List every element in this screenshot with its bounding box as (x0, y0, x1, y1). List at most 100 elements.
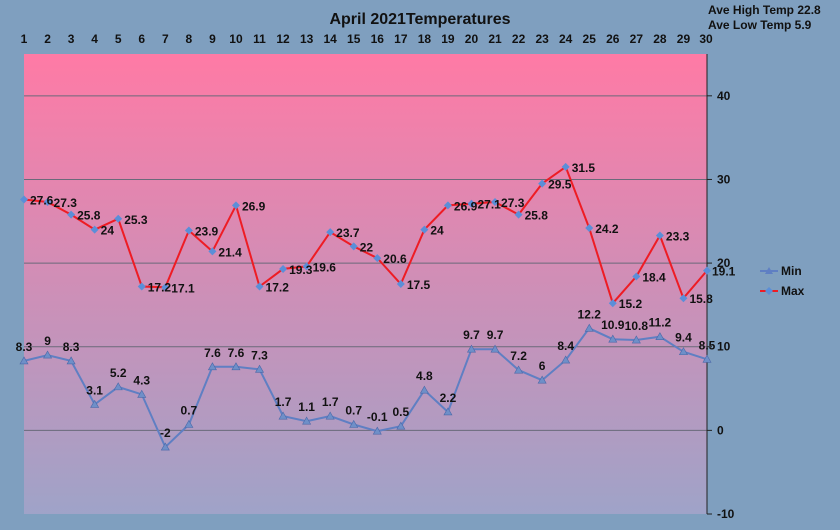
data-label-max: 27.3 (54, 196, 78, 210)
legend-marker-max (765, 287, 773, 295)
x-tick-label: 24 (559, 32, 573, 46)
data-label-min: -2 (160, 426, 171, 440)
x-tick-label: 2 (44, 32, 51, 46)
gridlines (24, 95, 707, 431)
data-point-min (443, 407, 453, 416)
data-label-min: 7.6 (228, 346, 245, 360)
legend: Min Max (760, 264, 805, 298)
x-tick-label: 8 (186, 32, 193, 46)
data-point-max (302, 262, 311, 271)
x-tick-label: 21 (488, 32, 502, 46)
data-point-max (585, 223, 594, 232)
data-label-max: 29.5 (548, 178, 572, 192)
data-point-max (208, 247, 217, 256)
data-point-min (702, 354, 712, 363)
data-label-max: 20.6 (383, 252, 407, 266)
data-point-min (90, 399, 100, 408)
data-label-min: 9.4 (675, 331, 692, 345)
data-point-max (279, 264, 288, 273)
x-tick-label: 29 (677, 32, 691, 46)
data-label-min: 12.2 (578, 307, 602, 321)
y-tick-label: 30 (717, 172, 731, 186)
data-label-max: 17.1 (171, 281, 195, 295)
data-label-min: 1.7 (322, 395, 339, 409)
data-label-max: 26.9 (454, 199, 478, 213)
x-tick-label: 13 (300, 32, 314, 46)
data-label-max: 27.6 (30, 194, 54, 208)
data-point-min (43, 350, 53, 359)
data-label-max: 17.5 (407, 278, 431, 292)
x-tick-label: 27 (630, 32, 644, 46)
y-axis-ticks: -10 0 10 20 30 40 (707, 89, 735, 521)
data-label-min: 8.3 (16, 340, 33, 354)
data-label-max: 19.3 (289, 263, 313, 277)
data-label-min: 7.2 (510, 349, 527, 363)
data-label-max: 21.4 (218, 245, 242, 259)
series-line-min (23, 327, 708, 449)
x-tick-label: 5 (115, 32, 122, 46)
data-point-min (137, 389, 147, 398)
y-tick-label: -10 (717, 507, 735, 521)
chart-title: April 2021Temperatures (329, 11, 510, 28)
data-point-max (43, 198, 52, 207)
data-label-max: 23.7 (336, 226, 360, 240)
y-tick-label: 20 (717, 256, 731, 270)
data-label-max: 23.3 (666, 229, 690, 243)
data-label-max: 26.9 (242, 199, 266, 213)
data-point-max (373, 254, 382, 263)
data-label-min: 9 (44, 334, 51, 348)
data-point-min (631, 335, 641, 344)
x-tick-label: 3 (68, 32, 75, 46)
data-label-min: 0.7 (181, 404, 198, 418)
data-label-max: 24 (101, 224, 115, 238)
data-point-min (184, 419, 194, 428)
data-point-max (114, 214, 123, 223)
data-point-min (349, 419, 359, 428)
x-tick-label: 14 (323, 32, 337, 46)
data-label-max: 25.3 (124, 213, 148, 227)
data-label-max: 25.8 (77, 209, 101, 223)
data-point-min (655, 332, 665, 340)
data-point-max (632, 272, 641, 281)
data-label-max: 15.2 (619, 297, 643, 311)
data-label-min: 7.6 (204, 346, 221, 360)
legend-item-max: Max (760, 284, 805, 298)
data-point-max (137, 282, 146, 291)
data-point-min (466, 344, 476, 353)
data-point-min (113, 382, 123, 391)
data-point-max (326, 228, 335, 237)
data-label-max: 24 (430, 224, 444, 238)
data-point-max (255, 282, 264, 291)
data-point-min (608, 334, 618, 343)
data-label-max: 19.1 (712, 265, 736, 279)
data-point-min (160, 442, 170, 451)
data-point-max (161, 283, 170, 292)
data-point-max (349, 242, 358, 251)
x-tick-label: 15 (347, 32, 361, 46)
data-point-min (372, 426, 382, 435)
data-point-max (655, 231, 664, 240)
data-point-max (90, 225, 99, 234)
x-tick-label: 28 (653, 32, 667, 46)
data-point-min (584, 323, 594, 332)
data-point-min (490, 344, 500, 353)
data-point-max (396, 280, 405, 288)
x-tick-label: 17 (394, 32, 408, 46)
data-labels-layer: 8.3 9 8.3 3.1 5.2 4.3 -2 0.7 7.6 7.6 7.3 1.7 1.1 1.7 0… (16, 161, 736, 440)
data-label-min: -0.1 (367, 410, 388, 424)
legend-marker-min (765, 267, 773, 274)
x-tick-label: 11 (253, 32, 266, 46)
data-point-min (231, 362, 241, 371)
data-point-max (608, 299, 617, 308)
legend-label-min: Min (781, 264, 802, 278)
data-label-min: 8.5 (699, 338, 716, 352)
y-tick-label: 10 (717, 340, 731, 354)
data-point-min (514, 365, 524, 374)
data-label-min: 9.7 (487, 328, 504, 342)
data-point-min (278, 411, 288, 420)
x-tick-label: 22 (512, 32, 526, 46)
data-label-max: 23.9 (195, 224, 219, 238)
data-point-max (491, 198, 500, 207)
data-label-max: 17.2 (266, 281, 290, 295)
